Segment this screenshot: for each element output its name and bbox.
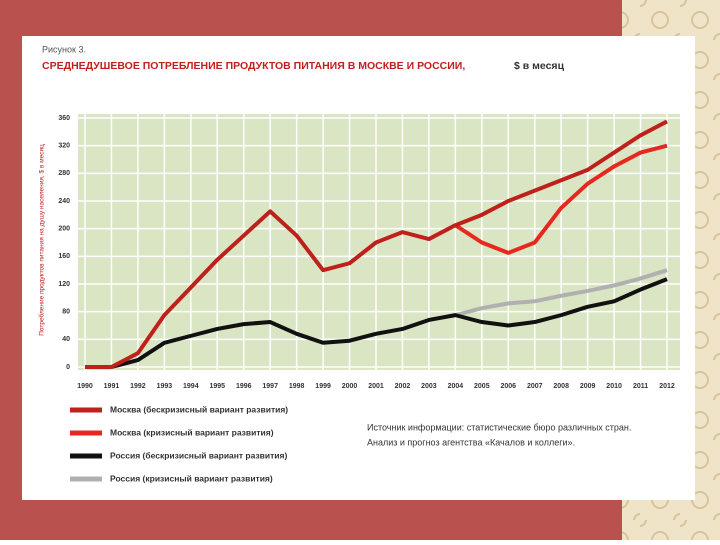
x-tick-label: 2001 bbox=[368, 383, 384, 390]
legend-label: Россия (бескризисный вариант развития) bbox=[110, 450, 287, 460]
y-axis-label: Потребление продуктов питания на душу на… bbox=[38, 144, 46, 336]
x-tick-label: 2005 bbox=[474, 383, 490, 390]
y-tick-label: 160 bbox=[58, 253, 70, 260]
series-line bbox=[454, 143, 668, 255]
y-tick-label: 240 bbox=[58, 198, 70, 205]
source-line: Источник информации: статистические бюро… bbox=[367, 422, 631, 432]
x-tick-label: 1997 bbox=[262, 383, 278, 390]
source-line: Анализ и прогноз агентства «Качалов и ко… bbox=[367, 437, 575, 447]
x-tick-label: 2006 bbox=[500, 383, 516, 390]
x-tick-label: 1999 bbox=[315, 383, 331, 390]
legend-label: Россия (кризисный вариант развития) bbox=[110, 473, 273, 483]
chart-title: СРЕДНЕДУШЕВОЕ ПОТРЕБЛЕНИЕ ПРОДУКТОВ ПИТА… bbox=[42, 60, 465, 72]
y-tick-label: 80 bbox=[62, 309, 70, 316]
x-tick-label: 2009 bbox=[580, 383, 596, 390]
x-tick-label: 1995 bbox=[209, 383, 225, 390]
x-tick-label: 2007 bbox=[527, 383, 543, 390]
legend-label: Москва (бескризисный вариант развития) bbox=[110, 404, 288, 414]
y-tick-label: 360 bbox=[58, 115, 70, 122]
x-tick-label: 1992 bbox=[130, 383, 146, 390]
x-tick-label: 1990 bbox=[77, 383, 93, 390]
y-tick-label: 120 bbox=[58, 281, 70, 288]
series-line bbox=[454, 268, 668, 318]
x-tick-label: 1991 bbox=[104, 383, 120, 390]
x-tick-label: 1993 bbox=[157, 383, 173, 390]
legend-label: Москва (кризисный вариант развития) bbox=[110, 427, 274, 437]
x-tick-label: 2000 bbox=[342, 383, 358, 390]
y-tick-label: 200 bbox=[58, 226, 70, 233]
x-tick-label: 1994 bbox=[183, 383, 199, 390]
x-tick-label: 2002 bbox=[395, 383, 411, 390]
y-tick-label: 0 bbox=[66, 364, 70, 371]
x-tick-label: 2003 bbox=[421, 383, 437, 390]
figure-label: Рисунок 3. bbox=[42, 44, 86, 54]
x-tick-label: 2012 bbox=[659, 383, 675, 390]
y-tick-label: 320 bbox=[58, 143, 70, 150]
x-tick-label: 2004 bbox=[448, 383, 464, 390]
subtitle: $ в месяц bbox=[514, 60, 565, 72]
x-tick-label: 2010 bbox=[606, 383, 622, 390]
y-tick-label: 280 bbox=[58, 170, 70, 177]
x-tick-label: 1998 bbox=[289, 383, 305, 390]
x-tick-label: 2011 bbox=[633, 383, 648, 390]
series-line bbox=[85, 119, 668, 369]
x-tick-label: 2008 bbox=[553, 383, 569, 390]
series-line bbox=[85, 277, 668, 369]
y-tick-label: 40 bbox=[62, 336, 70, 343]
x-tick-label: 1996 bbox=[236, 383, 252, 390]
